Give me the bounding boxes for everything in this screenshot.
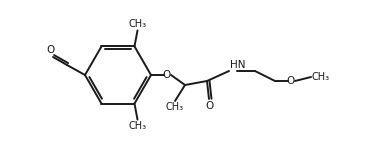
Text: CH₃: CH₃: [312, 72, 330, 82]
Text: CH₃: CH₃: [128, 19, 147, 29]
Text: O: O: [47, 45, 55, 55]
Text: O: O: [163, 70, 171, 80]
Text: HN: HN: [230, 60, 245, 70]
Text: O: O: [287, 76, 295, 86]
Text: CH₃: CH₃: [166, 102, 184, 112]
Text: CH₃: CH₃: [128, 121, 147, 131]
Text: O: O: [206, 101, 214, 111]
